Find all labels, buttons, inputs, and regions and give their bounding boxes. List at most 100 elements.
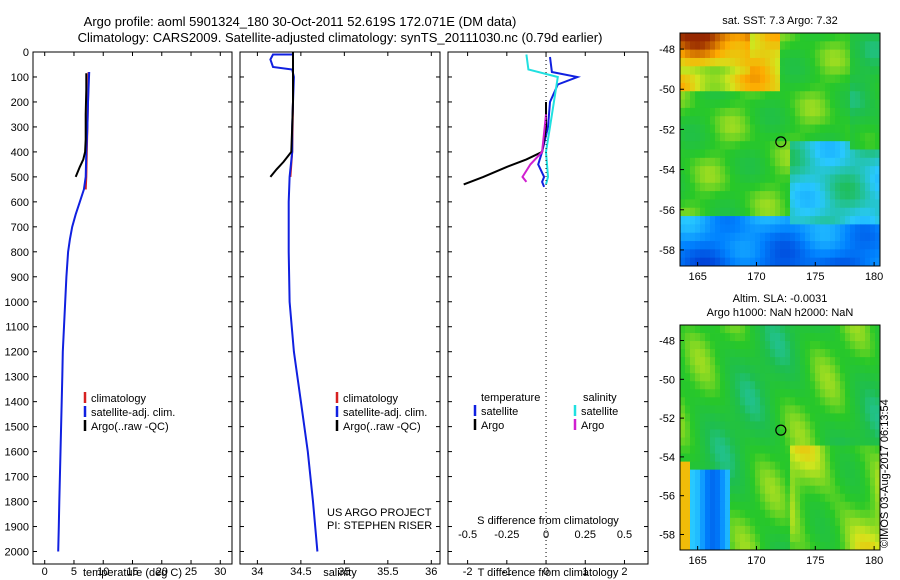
heat-cell [755,124,761,134]
y-tick-label: -56 [659,205,675,217]
heat-cell [865,517,871,527]
heat-cell [705,357,711,366]
heat-cell [845,509,851,519]
heat-cell [765,66,771,76]
heat-cell [860,116,866,125]
heat-cell [740,517,746,527]
heat-cell [820,66,826,76]
heat-cell [795,132,801,142]
heat-cell [735,232,741,242]
heat-cell [845,429,851,438]
heat-cell [780,91,786,100]
heat-cell [810,232,816,242]
heat-cell [815,437,821,446]
heat-cell [750,445,756,454]
heat-cell [720,333,726,342]
heat-cell [715,349,721,358]
heat-cell [865,232,871,242]
heat-cell [725,166,731,175]
heat-cell [805,41,811,51]
heat-cell [785,199,791,209]
heat-cell [870,241,876,250]
heat-cell [870,533,876,543]
heat-cell [795,82,801,92]
y-tick-label: 400 [11,147,29,159]
heat-cell [760,91,766,100]
heat-cell [725,207,731,217]
heat-cell [720,91,726,100]
heat-cell [855,149,861,159]
heat-cell [870,493,876,503]
heat-cell [765,453,771,463]
heat-cell [715,501,721,511]
heat-cell [735,141,741,150]
heat-cell [705,469,711,479]
heat-cell [745,525,751,535]
heat-cell [810,41,816,51]
heat-cell [720,124,726,134]
heat-cell [750,157,756,167]
heat-cell [840,74,846,84]
heat-cell [755,501,761,511]
heat-cell [755,517,761,527]
heat-cell [830,124,836,134]
heat-cell [720,485,726,495]
heat-cell [815,157,821,167]
heat-cell [720,429,726,438]
heat-cell [855,445,861,454]
heat-cell [785,182,791,192]
heat-cell [745,107,751,117]
heat-cell [750,485,756,495]
heat-cell [835,207,841,217]
heat-cell [750,82,756,92]
heat-cell [685,533,691,543]
heat-cell [755,66,761,76]
heat-cell [695,157,701,167]
heat-cell [780,373,786,382]
heat-cell [745,257,751,267]
heat-cell [780,533,786,543]
heat-cell [695,437,701,446]
heat-cell [875,485,881,495]
heat-cell [720,381,726,390]
heat-cell [755,199,761,209]
heat-cell [830,445,836,454]
heat-cell [685,199,691,209]
heat-cell [760,461,766,471]
heat-cell [750,349,756,358]
heat-cell [700,166,706,175]
heat-cell [800,453,806,463]
heat-cell [690,453,696,463]
heat-cell [730,99,736,109]
heat-cell [860,82,866,92]
heat-cell [825,381,831,390]
heat-cell [680,232,686,242]
heat-cell [690,477,696,487]
heat-cell [835,381,841,390]
heat-cell [800,461,806,471]
heat-cell [820,493,826,503]
salinity-panel: 34 34.5 35 35.5 36salinityclimatologysatelli… [239,51,441,579]
heat-cell [825,174,831,184]
heat-cell [780,469,786,479]
heat-cell [715,82,721,92]
heat-cell [780,182,786,192]
heat-cell [710,207,716,217]
heat-cell [760,232,766,242]
heat-cell [705,141,711,150]
heat-cell [845,107,851,117]
heat-cell [790,124,796,134]
heat-cell [725,437,731,446]
heat-cell [820,517,826,527]
heat-cell [700,357,706,366]
heat-cell [715,116,721,125]
x-tick-label: 1 [582,566,588,578]
heat-cell [805,49,811,59]
heat-cell [770,357,776,366]
heat-cell [800,199,806,209]
heat-cell [835,224,841,234]
heat-cell [680,216,686,225]
heat-cell [700,241,706,250]
heat-cell [740,325,746,334]
